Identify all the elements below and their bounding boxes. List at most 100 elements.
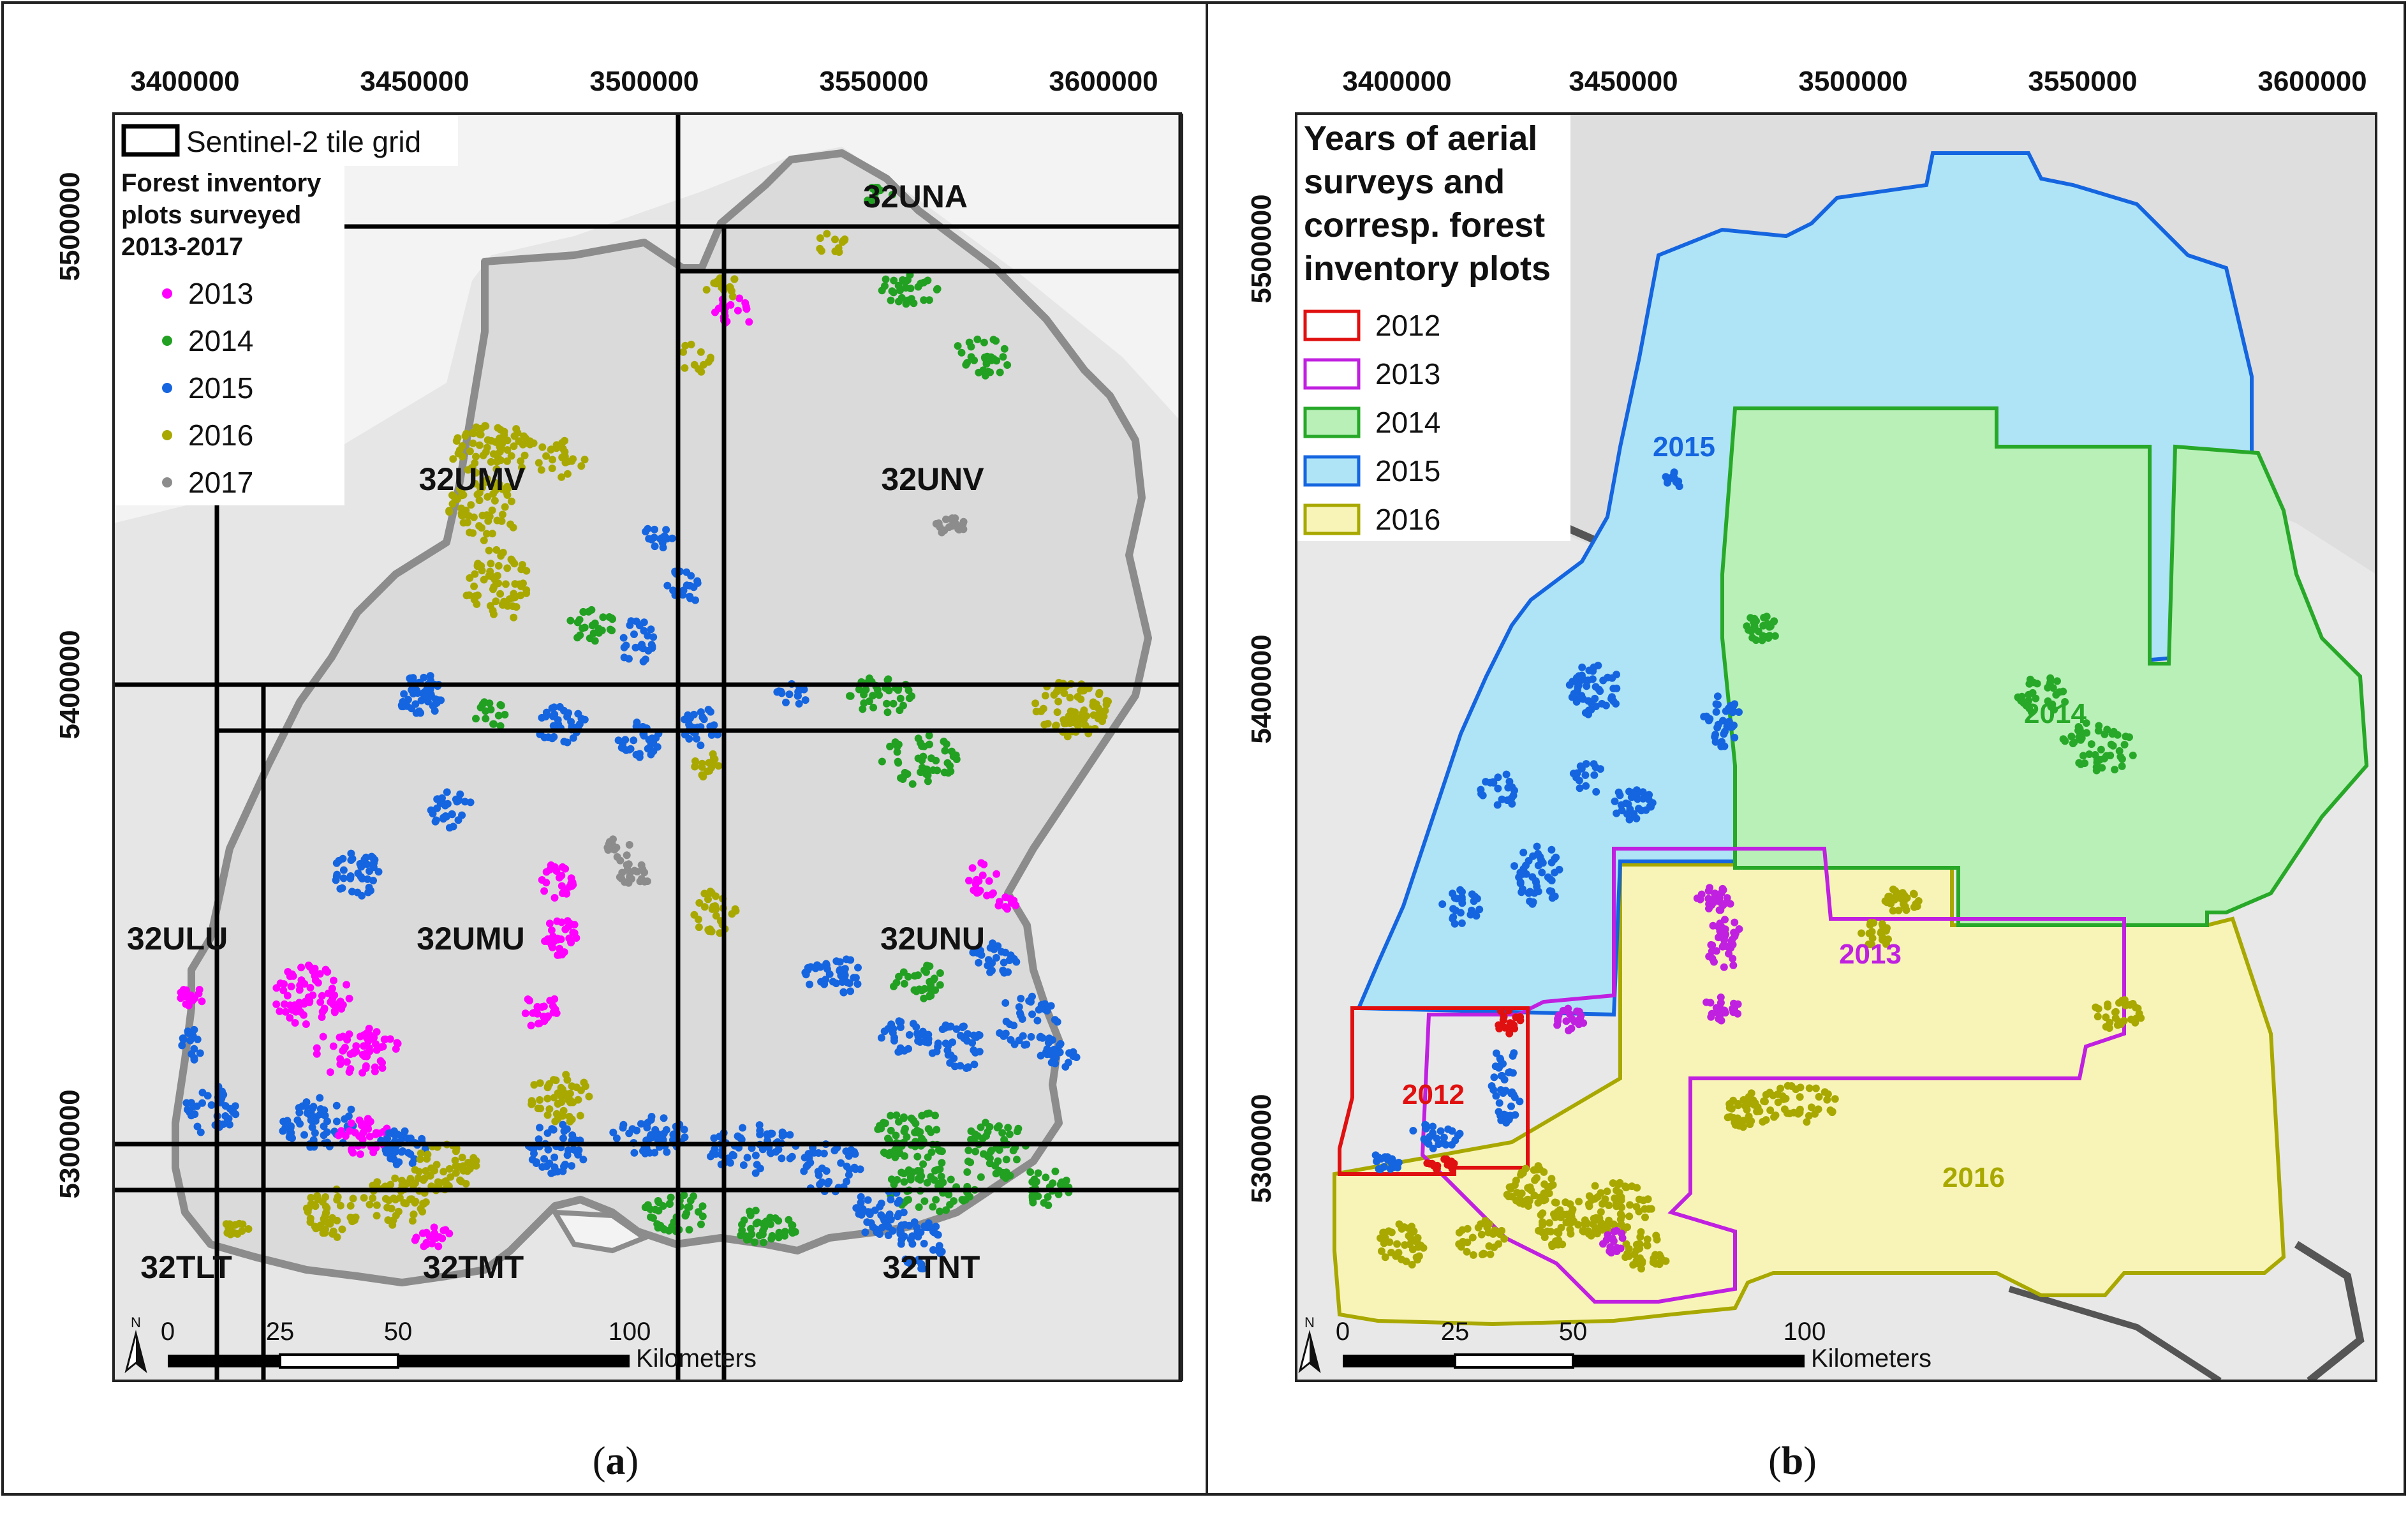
plot-point [1452, 895, 1461, 903]
plot-point [1599, 1240, 1607, 1248]
plot-point [524, 995, 532, 1003]
plot-point [1599, 676, 1607, 685]
plot-point [877, 1034, 885, 1042]
legend-grid-label: Sentinel-2 tile grid [186, 125, 421, 158]
plot-point [1406, 1240, 1414, 1249]
plot-point [2102, 752, 2111, 760]
plot-point [2092, 763, 2101, 771]
plot-point [801, 1154, 809, 1162]
plot-point [1540, 1233, 1549, 1241]
plot-point [1480, 1249, 1488, 1258]
plot-point [346, 872, 355, 880]
plot-point [702, 286, 711, 294]
plot-point [612, 1134, 621, 1142]
plot-point [971, 1130, 979, 1138]
plot-point [1759, 621, 1768, 630]
plot-point [443, 788, 451, 796]
plot-point [1039, 704, 1047, 713]
plot-point [500, 597, 508, 606]
plot-point [1502, 1087, 1510, 1095]
plot-point [739, 1124, 747, 1132]
plot-point [936, 1207, 944, 1216]
plot-point [2129, 1000, 2137, 1008]
plot-point [625, 745, 633, 754]
plot-point [963, 1030, 971, 1038]
legend-label-2016: 2016 [1375, 503, 1440, 536]
plot-point [1551, 1237, 1560, 1246]
y-tick-label: 5400000 [54, 630, 85, 739]
scale-label: 0 [161, 1318, 175, 1346]
plot-point [1731, 918, 1739, 926]
plot-point [923, 1110, 931, 1118]
plot-point [306, 1214, 314, 1223]
plot-point [1643, 1242, 1651, 1250]
plot-point [1387, 1159, 1396, 1167]
plot-point [2079, 752, 2087, 760]
plot-point [1408, 1228, 1417, 1237]
plot-point [1374, 1153, 1382, 1161]
plot-point [1784, 1082, 1792, 1090]
plot-point [478, 524, 485, 532]
plot-point [1622, 800, 1630, 807]
plot-point [663, 581, 672, 590]
plot-point [697, 708, 705, 716]
plot-point [1377, 1247, 1385, 1255]
scale-segment [1454, 1353, 1574, 1369]
plot-point [528, 1098, 536, 1105]
plot-point [392, 1045, 400, 1053]
plot-point [439, 1226, 448, 1235]
plot-point [866, 1210, 874, 1218]
plot-point [466, 798, 475, 807]
plot-point [1568, 1015, 1576, 1023]
plot-point [1392, 1252, 1400, 1260]
plot-point [1622, 1240, 1630, 1248]
plot-point [885, 687, 893, 695]
plot-point [734, 306, 742, 315]
plot-point [307, 1194, 315, 1202]
plot-point [1717, 999, 1725, 1007]
plot-point [2093, 755, 2101, 764]
plot-point [536, 1124, 543, 1132]
plot-point [550, 894, 559, 902]
plot-point [362, 1064, 370, 1072]
plot-point [900, 979, 908, 988]
plot-point [881, 282, 889, 290]
plot-point [1716, 1013, 1724, 1021]
plot-point [1565, 1217, 1573, 1226]
plot-point [465, 512, 473, 520]
plot-point [1043, 1045, 1051, 1053]
plot-point [565, 1113, 573, 1120]
plot-point [339, 866, 348, 874]
plot-point [451, 1156, 459, 1165]
tile-label-32umu: 32UMU [417, 921, 524, 956]
plot-point [2061, 698, 2069, 706]
plot-point [889, 191, 896, 198]
plot-point [969, 948, 977, 956]
plot-point [775, 1228, 783, 1237]
plot-point [1618, 1203, 1626, 1212]
plot-point [816, 244, 824, 253]
plot-point [2111, 1014, 2120, 1022]
plot-point [943, 1046, 952, 1055]
plot-point [1473, 895, 1481, 903]
plot-point [984, 956, 993, 964]
plot-point [686, 714, 694, 722]
plot-point [542, 868, 550, 876]
plot-point [1643, 1235, 1651, 1244]
plot-point [2108, 730, 2116, 738]
plot-point [1535, 1226, 1542, 1235]
plot-point [945, 1191, 953, 1199]
plot-point [1456, 886, 1465, 894]
plot-point [1539, 1221, 1547, 1229]
plot-point [1592, 703, 1600, 710]
plot-point [1516, 868, 1525, 877]
plot-point [559, 445, 567, 453]
plot-point [786, 1154, 794, 1163]
plot-point [638, 875, 646, 883]
plot-point [1015, 1003, 1023, 1011]
plot-point [822, 976, 830, 984]
plot-point [316, 1094, 324, 1102]
plot-point [1026, 1168, 1035, 1176]
plot-point [566, 1089, 574, 1098]
